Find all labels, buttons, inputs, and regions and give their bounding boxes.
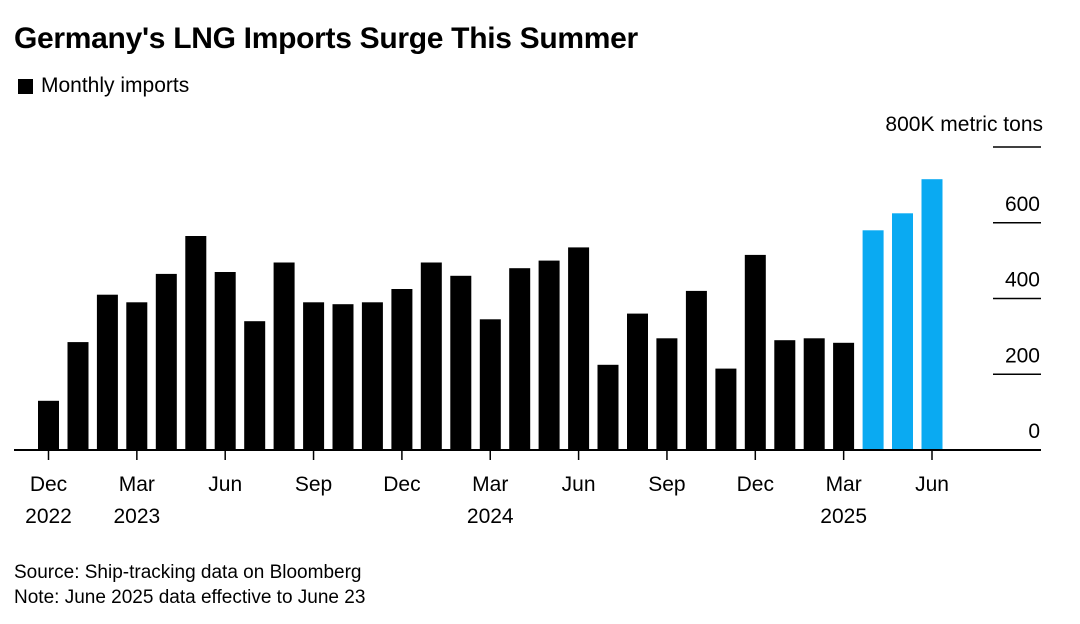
x-tick-label: Mar — [119, 473, 155, 496]
bar — [921, 179, 943, 450]
bar — [627, 313, 648, 450]
bar — [803, 338, 825, 450]
bar — [214, 272, 236, 450]
x-tick-label: Jun — [915, 473, 949, 496]
bar — [126, 302, 148, 450]
x-tick-label: Dec — [30, 473, 67, 496]
footnote: Note: June 2025 data effective to June 2… — [14, 587, 366, 608]
y-axis-unit-label: 800K metric tons — [885, 113, 1043, 136]
y-tick-label: 600 — [1005, 193, 1040, 216]
legend: Monthly imports — [18, 74, 189, 98]
bar — [656, 338, 678, 450]
y-tick-label: 200 — [1005, 344, 1040, 367]
x-tick-year-label: 2022 — [25, 505, 72, 528]
x-tick-label: Mar — [826, 473, 862, 496]
bar — [391, 289, 413, 450]
x-tick-label: Dec — [737, 473, 774, 496]
bar — [597, 364, 619, 450]
source-note: Source: Ship-tracking data on Bloomberg — [14, 562, 362, 583]
bar — [833, 342, 855, 450]
bar — [568, 247, 590, 450]
x-tick-year-label: 2025 — [820, 505, 867, 528]
bar — [38, 400, 59, 450]
x-tick-label: Sep — [648, 473, 685, 496]
bar — [774, 340, 796, 450]
bar — [509, 268, 531, 450]
y-tick-label: 0 — [1028, 420, 1040, 443]
bar — [685, 290, 707, 450]
bar — [479, 319, 501, 450]
x-tick-year-label: 2024 — [467, 505, 514, 528]
x-tick-label: Mar — [472, 473, 508, 496]
legend-swatch — [18, 78, 33, 94]
bar — [155, 273, 177, 450]
bar — [420, 262, 442, 450]
y-tick-label: 400 — [1005, 269, 1040, 292]
bar-chart: 0 200 400 600 Dec 2022 Mar 2023 Jun Sep Dec Mar 2024… — [14, 146, 1041, 528]
bar — [715, 368, 737, 450]
bar — [244, 321, 266, 450]
x-tick-label: Jun — [208, 473, 242, 496]
x-tick-label: Jun — [562, 473, 596, 496]
bar — [303, 302, 325, 450]
bar — [744, 254, 766, 450]
x-tick-label: Sep — [295, 473, 332, 496]
bar — [273, 262, 295, 450]
bar — [361, 302, 383, 450]
bar — [332, 304, 354, 450]
bar — [862, 230, 884, 450]
chart-title: Germany's LNG Imports Surge This Summer — [14, 22, 638, 55]
bar — [185, 236, 207, 450]
bar — [892, 213, 913, 450]
bar — [96, 294, 118, 450]
bar — [450, 275, 472, 450]
legend-label: Monthly imports — [41, 74, 190, 97]
x-tick-label: Dec — [383, 473, 420, 496]
x-tick-year-label: 2023 — [113, 505, 160, 528]
bar — [538, 260, 560, 450]
bar — [67, 342, 89, 450]
